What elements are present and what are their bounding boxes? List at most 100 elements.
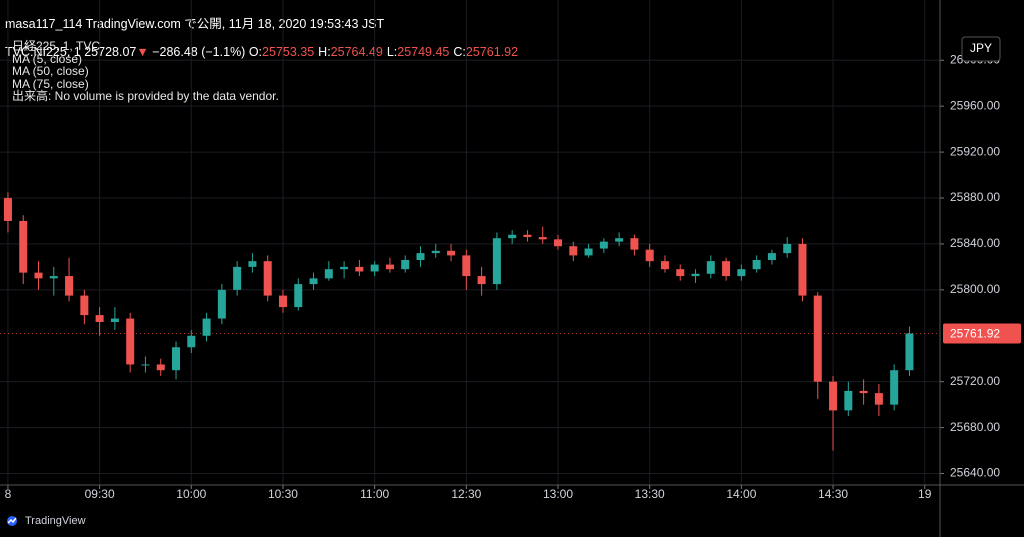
candle-body <box>156 364 165 371</box>
y-tick-label: 25960.00 <box>950 98 1000 112</box>
quote-label: O: <box>248 45 263 59</box>
volume-note: 出来高: No volume is provided by the data v… <box>12 89 279 103</box>
x-tick-label: 13:30 <box>635 487 665 501</box>
candle-body <box>599 241 608 249</box>
candle-body <box>477 276 486 285</box>
candle-body <box>95 315 104 322</box>
candle-body <box>172 347 181 371</box>
quote-label: L: <box>386 45 398 59</box>
candle-body <box>890 370 899 405</box>
candle-body <box>492 238 501 285</box>
currency-button <box>961 36 1001 62</box>
candle-body <box>645 249 654 262</box>
y-tick-label: 25920.00 <box>950 144 1000 158</box>
candle-body <box>294 284 303 308</box>
x-tick-label: 12:30 <box>451 487 481 501</box>
candle-body <box>248 261 257 267</box>
legend-entry: MA (5, close) <box>12 51 83 66</box>
candle-body <box>309 278 318 285</box>
candle-body <box>722 261 731 277</box>
candle-body <box>34 272 43 279</box>
candle-body <box>65 276 74 296</box>
candle-body <box>660 261 669 270</box>
candle-body <box>752 260 761 270</box>
quote-label: C: <box>453 45 466 59</box>
candle-body <box>691 273 700 277</box>
quote-value: 25753.35 <box>262 45 315 59</box>
candle-body <box>569 246 578 256</box>
candle-body <box>630 238 639 250</box>
x-tick-label: 19 <box>918 487 932 501</box>
candle-body <box>554 239 563 247</box>
candle-body <box>187 335 196 348</box>
y-tick-label: 25800.00 <box>950 282 1000 296</box>
brand-name: TradingView <box>25 515 86 527</box>
x-tick-label: 10:00 <box>176 487 206 501</box>
change: −286.48 (−1.1%) <box>152 45 246 59</box>
y-tick-label: 25680.00 <box>950 420 1000 434</box>
candle-body <box>615 238 624 242</box>
legend-title: 日経225, 1, TVC <box>12 39 101 53</box>
candle-body <box>3 198 12 221</box>
candle-body <box>19 220 28 273</box>
quote-value: 25761.92 <box>465 45 519 59</box>
y-tick-label: 25880.00 <box>950 190 1000 204</box>
currency-label: JPY <box>970 41 992 55</box>
x-tick-label: 11:00 <box>360 487 389 501</box>
candle-body <box>538 237 547 240</box>
candle-body <box>447 250 456 256</box>
candle-body <box>80 295 89 316</box>
quote-line: TVC:NI225, 1 25728.07▼ −286.48 (−1.1%) O… <box>5 45 522 59</box>
candle-body <box>874 393 883 405</box>
legend: 日経225, 1, TVC MA (5, close) MA (50, close… <box>12 40 279 103</box>
candle-body <box>355 266 364 272</box>
candle-body <box>385 264 394 270</box>
candle-body <box>905 333 914 371</box>
candle-body <box>798 243 807 296</box>
ohlc: O:25753.35 H:25764.49 L:25749.45 C:25761.92 <box>249 45 522 59</box>
publisher: masa117_114 TradingView.com で公開, 11月 18,… <box>5 17 385 31</box>
candle-body <box>278 295 287 308</box>
candle-body <box>141 364 150 366</box>
candle-body <box>783 243 792 254</box>
x-tick-label: 13:00 <box>543 487 573 501</box>
candle-body <box>462 255 471 277</box>
arrow: ▼ <box>136 45 149 59</box>
candle-body <box>49 276 58 279</box>
candle-body <box>584 248 593 256</box>
candle-body <box>829 381 838 411</box>
y-tick-label: 25640.00 <box>950 466 1000 480</box>
y-tick-label: 25720.00 <box>950 374 1000 388</box>
candle-body <box>202 318 211 336</box>
x-tick-label: 10:30 <box>268 487 298 501</box>
candle-body <box>737 269 746 277</box>
candle-body <box>508 234 517 239</box>
candle-body <box>401 260 410 270</box>
last-price-label: 25761.92 <box>950 327 1000 341</box>
candle-body <box>263 261 272 296</box>
candle-body <box>844 390 853 411</box>
candle-body <box>676 269 685 277</box>
candle-body <box>233 266 242 290</box>
y-tick-label: 25840.00 <box>950 236 1000 250</box>
brand-logo <box>7 516 17 526</box>
symbol: TVC:NI225, 1 <box>5 45 81 59</box>
candle-body <box>767 253 776 260</box>
candle-body <box>859 390 868 394</box>
candle-body <box>813 295 822 382</box>
candle-body <box>324 269 333 279</box>
last-price-box <box>943 323 1021 344</box>
x-tick-label: 14:30 <box>818 487 848 501</box>
candle-body <box>110 318 119 322</box>
candle-body <box>370 264 379 272</box>
legend-entry: MA (75, close) <box>12 76 89 91</box>
x-tick-label: 09:30 <box>85 487 115 501</box>
candle-body <box>523 234 532 238</box>
header: masa117_114 TradingView.com で公開, 11月 18,… <box>5 3 522 73</box>
quote-value: 25749.45 <box>397 45 450 59</box>
candle-body <box>217 289 226 319</box>
candle-body <box>416 253 425 260</box>
quote-label: H: <box>318 45 331 59</box>
